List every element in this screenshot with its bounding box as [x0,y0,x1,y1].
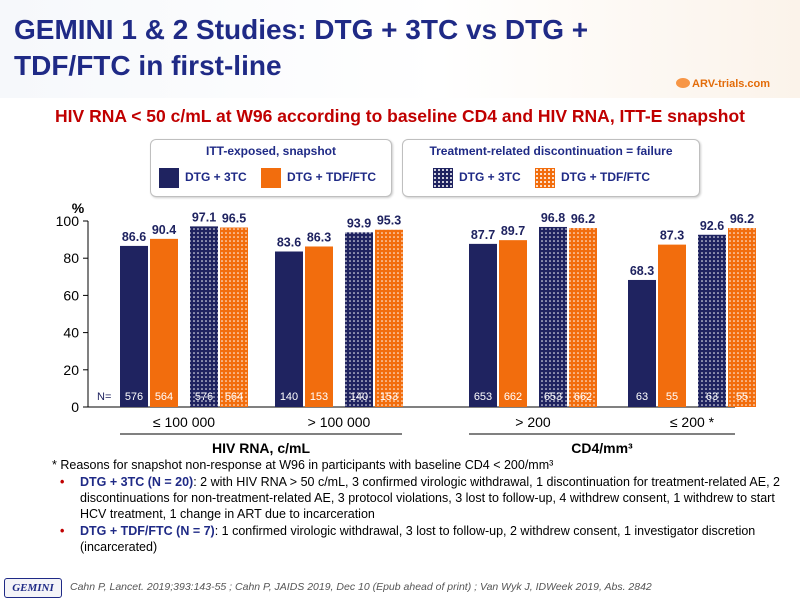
legend-tdf-dtg-3tc: DTG + 3TC [433,168,521,188]
navy-dotted-swatch [433,168,453,188]
data-label: 83.6 [277,236,301,250]
footnotes: * Reasons for snapshot non-response at W… [52,457,797,555]
orange-dotted-swatch [535,168,555,188]
n-label: 564 [225,391,243,403]
n-label: 576 [125,391,143,403]
category-tick-label: ≤ 100 000 [153,414,215,430]
legend-tdf-title: Treatment-related discontinuation = fail… [429,144,673,158]
category-tick-label: ≤ 200 * [670,414,715,430]
data-label: 86.3 [307,230,331,244]
n-label: 55 [666,391,678,403]
bar [628,279,656,407]
n-label: 576 [195,391,213,403]
legend-itt-dtg-3tc: DTG + 3TC [159,168,247,188]
reference-citation: Cahn P, Lancet. 2019;393:143-55 ; Cahn P… [70,581,652,593]
bar [375,229,403,407]
group-label: HIV RNA, c/mL [212,440,310,456]
data-label: 93.9 [347,216,371,230]
bar [120,245,148,407]
legend-tdf-failure: Treatment-related discontinuation = fail… [402,139,700,197]
category-tick-label: > 100 000 [308,414,371,430]
footnote-star: * Reasons for snapshot non-response at W… [52,458,554,472]
bar [539,226,567,407]
legend-itt-dtg-tdf: DTG + TDF/FTC [261,168,376,188]
n-prefix-label: N= [97,391,111,403]
bullet-text: : 1 confirmed virologic withdrawal, 3 lo… [80,524,756,554]
data-label: 96.2 [571,212,595,226]
y-tick-label: 60 [63,287,79,303]
data-label: 96.2 [730,212,754,226]
navy-swatch [159,168,179,188]
data-label: 90.4 [152,223,176,237]
data-label: 92.6 [700,219,724,233]
bar [305,246,333,407]
page-title: GEMINI 1 & 2 Studies: DTG + 3TC vs DTG +… [14,14,589,81]
data-label: 68.3 [630,264,654,278]
gemini-badge: GEMINI [4,578,62,598]
bar [698,234,726,407]
bar [499,240,527,407]
data-label: 95.3 [377,214,401,228]
data-label: 96.8 [541,211,565,225]
n-label: 140 [280,391,298,403]
y-tick-label: 0 [71,399,79,415]
group-label: CD4/mm³ [571,440,633,456]
data-label: 89.7 [501,224,525,238]
arv-trials-logo: ARV-trials.com [676,78,770,90]
data-label: 87.7 [471,228,495,242]
y-tick-label: 20 [63,362,79,378]
bar [658,244,686,407]
chart-subtitle: HIV RNA < 50 c/mL at W96 according to ba… [55,106,745,126]
legend-label: DTG + 3TC [459,170,521,185]
n-label: 63 [706,391,718,403]
n-label: 653 [474,391,492,403]
bar [220,227,248,407]
bar [469,243,497,407]
legend-tdf-dtg-tdf: DTG + TDF/FTC [535,168,650,188]
footnote-bullet-dtg-tdf: • DTG + TDF/FTC (N = 7): 1 confirmed viro… [52,523,797,555]
bullet-label: DTG + 3TC (N = 20) [80,475,194,489]
bullet-label: DTG + TDF/FTC (N = 7) [80,524,215,538]
orange-swatch [261,168,281,188]
n-label: 153 [380,391,398,403]
n-label: 662 [574,391,592,403]
data-label: 96.5 [222,212,246,226]
n-label: 153 [310,391,328,403]
n-label: 63 [636,391,648,403]
bar [150,238,178,407]
legend-label: DTG + 3TC [185,170,247,185]
bar [569,228,597,407]
legend-label: DTG + TDF/FTC [561,170,650,185]
n-label: 55 [736,391,748,403]
footnote-bullet-dtg-3tc: • DTG + 3TC (N = 20): 2 with HIV RNA > 50… [52,474,797,522]
legend-label: DTG + TDF/FTC [287,170,376,185]
category-tick-label: > 200 [515,414,551,430]
bar [275,251,303,407]
n-label: 653 [544,391,562,403]
bullet-icon: • [60,524,65,538]
y-axis-label: % [72,200,85,216]
y-tick-label: 40 [63,325,79,341]
bar [345,232,373,407]
n-label: 564 [155,391,173,403]
n-label: 140 [350,391,368,403]
y-tick-label: 80 [63,250,79,266]
logo-text: ARV-trials.com [692,78,771,90]
bar [190,226,218,407]
legend-itt: ITT-exposed, snapshot DTG + 3TC DTG + TD… [150,139,392,197]
y-tick-label: 100 [56,213,80,229]
header-band: GEMINI 1 & 2 Studies: DTG + 3TC vs DTG +… [0,0,800,98]
bar-chart: 0 20 40 60 80 100% N= 86.6 576 90.4 564 97.1 576 96.5… [56,200,756,456]
n-label: 662 [504,391,522,403]
bullet-text: : 2 with HIV RNA > 50 c/mL, 3 confirmed … [80,475,780,521]
bar [728,228,756,407]
legend-itt-title: ITT-exposed, snapshot [205,144,337,158]
bullet-icon: • [60,475,65,489]
data-label: 87.3 [660,229,684,243]
data-label: 97.1 [192,210,216,224]
logo-icon [676,78,690,88]
data-label: 86.6 [122,230,146,244]
